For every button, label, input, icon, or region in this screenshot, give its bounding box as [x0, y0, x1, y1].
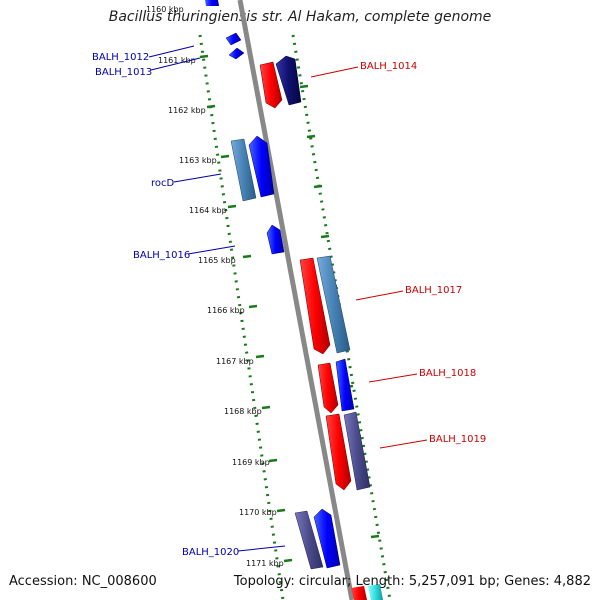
- kbp-label-1168: 1168 kbp: [224, 407, 262, 416]
- right-leader-lines: [310, 66, 428, 449]
- gene-cyan-bottom[interactable]: [368, 584, 383, 600]
- gene-slate-1020[interactable]: [294, 510, 324, 570]
- gene-balh-1014-rev[interactable]: [275, 55, 302, 106]
- gene-balh-1016[interactable]: [266, 224, 285, 255]
- genome-backbone: [237, 0, 355, 600]
- kbp-label-1171: 1171 kbp: [246, 559, 284, 568]
- gene-blue-1018[interactable]: [335, 358, 355, 412]
- label-balh-1020[interactable]: BALH_1020: [182, 547, 239, 558]
- summary-text: Topology: circular; Length: 5,257,091 bp…: [233, 574, 591, 589]
- gene-top-partial[interactable]: [205, 0, 219, 6]
- gene-blue-1020[interactable]: [313, 508, 341, 569]
- gene-balh-1017[interactable]: [299, 257, 331, 355]
- gene-steel-2[interactable]: [316, 255, 351, 354]
- gene-balh-1014[interactable]: [259, 61, 283, 109]
- kbp-label-1165: 1165 kbp: [198, 256, 236, 265]
- kbp-label-1161: 1161 kbp: [158, 56, 196, 65]
- kbp-label-1166: 1166 kbp: [207, 306, 245, 315]
- label-balh-1014[interactable]: BALH_1014: [360, 61, 417, 72]
- label-balh-1013[interactable]: BALH_1013: [95, 67, 152, 78]
- gene-steel-1[interactable]: [230, 138, 257, 202]
- kbp-label-1167: 1167 kbp: [216, 357, 254, 366]
- label-balh-1016[interactable]: BALH_1016: [133, 250, 190, 261]
- gene-balh-1019-fwd[interactable]: [325, 413, 352, 491]
- accession-text: Accession: NC_008600: [9, 574, 157, 589]
- map-title: Bacillus thuringiensis str. Al Hakam, co…: [108, 9, 492, 25]
- label-balh-1018[interactable]: BALH_1018: [419, 368, 476, 379]
- left-leader-lines: [148, 45, 286, 552]
- kbp-label-1170: 1170 kbp: [239, 508, 277, 517]
- gene-balh-1012[interactable]: [225, 32, 242, 46]
- kbp-label-1160: 1160 kbp: [146, 5, 184, 14]
- label-balh-1019[interactable]: BALH_1019: [429, 434, 486, 445]
- label-balh-1017[interactable]: BALH_1017: [405, 285, 462, 296]
- gene-balh-1013[interactable]: [228, 47, 245, 60]
- kbp-label-1162: 1162 kbp: [168, 106, 206, 115]
- gene-rocD[interactable]: [248, 135, 275, 198]
- kbp-label-1169: 1169 kbp: [232, 458, 270, 467]
- label-rocD[interactable]: rocD: [151, 178, 175, 189]
- gene-balh-1018[interactable]: [317, 362, 339, 414]
- gene-red-bottom[interactable]: [351, 586, 367, 600]
- kbp-label-1164: 1164 kbp: [189, 206, 227, 215]
- label-balh-1012[interactable]: BALH_1012: [92, 52, 149, 63]
- kbp-label-1163: 1163 kbp: [179, 156, 217, 165]
- gene-slate-1019[interactable]: [343, 411, 371, 491]
